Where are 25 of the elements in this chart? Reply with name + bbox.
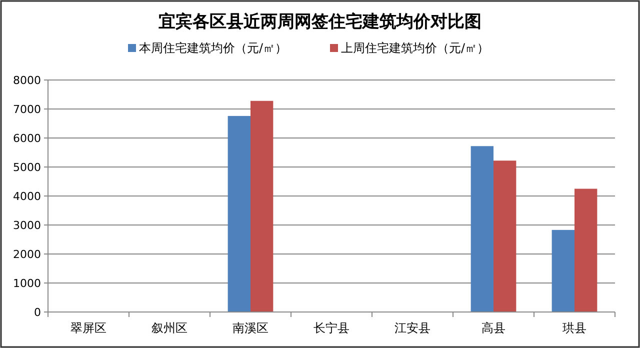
y-tick-label: 0 (34, 306, 41, 319)
y-tick-label: 2000 (13, 248, 41, 261)
y-tick-label: 1000 (13, 277, 41, 290)
y-tick-label: 7000 (13, 103, 41, 116)
x-tick-label: 翠屏区 (70, 321, 106, 335)
y-tick-label: 3000 (13, 219, 41, 232)
x-tick-label: 南溪区 (232, 321, 268, 335)
x-tick-label: 珙县 (562, 321, 586, 335)
bar (470, 146, 494, 312)
x-tick-label: 高县 (482, 321, 506, 335)
legend-label: 上周住宅建筑均价（元/㎡） (341, 41, 490, 55)
bar (552, 230, 574, 312)
x-tick-label: 叙州区 (152, 321, 188, 335)
bar (574, 188, 598, 312)
x-tick-label: 长宁县 (314, 321, 350, 335)
y-tick-label: 5000 (13, 161, 41, 174)
x-tick-label: 江安县 (394, 321, 430, 335)
bar (250, 100, 274, 312)
chart-title: 宜宾各区县近两周网签住宅建筑均价对比图 (158, 12, 482, 32)
y-tick-label: 8000 (13, 74, 41, 87)
bar (494, 160, 516, 312)
bar (228, 116, 250, 312)
legend-label: 本周住宅建筑均价（元/㎡） (139, 41, 288, 55)
y-tick-label: 6000 (13, 132, 41, 145)
y-tick-label: 4000 (13, 190, 41, 203)
